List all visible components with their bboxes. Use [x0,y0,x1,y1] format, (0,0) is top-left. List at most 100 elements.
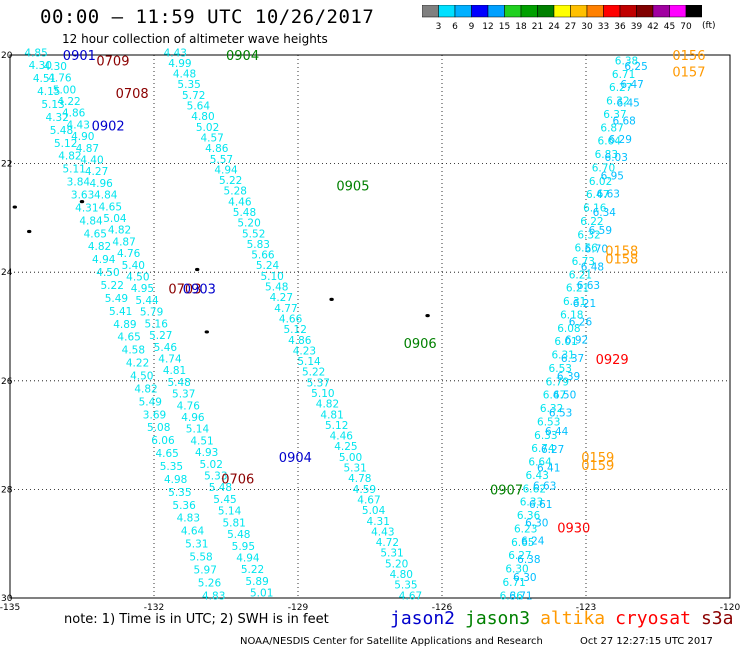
wave-height-value: 6.59 [589,225,612,237]
legend-s3a: s3a [700,608,734,629]
wave-height-value: 5.37 [307,377,330,389]
wave-height-value: 6.22 [580,216,603,228]
wave-height-value: 4.25 [334,441,357,453]
wave-height-value: 5.22 [241,564,264,576]
wave-height-value: 6.44 [545,426,569,438]
wave-height-value: 6.29 [609,134,632,146]
legend-altika: altika [540,608,606,629]
wave-height-value: 5.12 [325,420,348,432]
pass-time-label: 0708 [116,87,149,102]
wave-height-value: 6.02 [589,176,612,188]
wave-height-value: 6.39 [557,371,580,383]
wave-height-value: 6.68 [612,116,635,128]
wave-height-value: 5.14 [218,506,242,518]
wave-height-value: 6.08 [557,323,580,335]
wave-height-value: 6.53 [537,416,560,428]
wave-height-value: 4.90 [71,131,94,143]
wave-height-value: 6.31 [551,350,574,362]
wave-height-value: 4.40 [80,154,103,166]
wave-height-value: 6.64 [598,136,622,148]
wave-height-value: 6.38 [615,55,638,67]
wave-height-value: 4.86 [205,143,229,155]
wave-height-value: 5.45 [213,494,236,506]
wave-height-value: 5.64 [187,101,211,113]
island [12,205,17,209]
wave-height-value: 6.70 [585,243,608,255]
legend-cryosat: cryosat [615,608,691,629]
island [27,229,32,234]
wave-height-value: 4.65 [117,332,140,344]
wave-height-value: 5.10 [260,271,283,283]
wave-height-value: 5.31 [380,548,403,560]
wave-height-value: 4.82 [108,225,131,237]
wave-height-value: 6.71 [502,577,525,589]
wave-height-value: 6.30 [525,517,548,529]
pass-time-label: 0930 [557,521,590,536]
x-tick-label: -123 [576,603,596,610]
wave-height-value: 4.51 [190,435,213,447]
wave-height-value: 6.73 [572,256,595,268]
island [204,330,209,334]
wave-height-value: 6.37 [561,353,584,365]
wave-height-value: 4.82 [58,151,81,163]
wave-height-value: 6.24 [521,536,545,548]
wave-height-value: 4.86 [62,108,86,120]
wave-height-value: 4.83 [177,513,200,525]
wave-height-value: 6.01 [554,336,577,348]
wave-height-value: 5.24 [256,260,280,272]
wave-height-value: 4.94 [236,552,260,564]
wave-height-value: 4.99 [168,58,191,70]
legend-jason3: jason3 [465,608,531,629]
wave-height-value: 5.37 [172,389,195,401]
wave-height-value: 6.36 [517,510,541,522]
wave-height-value: 6.36 [500,590,524,602]
wave-height-value: 6.03 [605,152,628,164]
wave-height-value: 5.48 [227,529,250,541]
wave-height-value: 4.85 [24,47,47,59]
pass-time-label: 0709 [96,54,129,69]
pass-time-label: 0703 [168,282,201,297]
pass-time-label: 0901 [63,49,96,64]
wave-height-value: 6.47 [543,390,566,402]
wave-height-value: 5.11 [62,164,85,176]
wave-height-value: 5.27 [149,330,172,342]
generated-timestamp: Oct 27 12:27:15 UTC 2017 [580,636,713,647]
wave-height-value: 6.95 [601,170,624,182]
colorbar-label: 6 [452,22,458,32]
wave-height-value: 5.48 [209,482,232,494]
wave-height-value: 5.72 [182,90,205,102]
units-label: (ft) [702,21,716,31]
wave-height-value: 5.57 [210,154,233,166]
credit-line: NOAA/NESDIS Center for Satellite Applica… [240,636,543,647]
colorbar-label: 24 [548,22,560,32]
wave-height-value: 5.22 [219,175,242,187]
wave-height-value: 6.32 [606,96,629,108]
wave-height-value: 6.43 [526,470,549,482]
wave-height-value: 4.30 [44,61,67,73]
wave-height-value: 5.02 [196,122,219,134]
wave-height-value: 4.50 [130,370,153,382]
wave-height-value: 5.52 [242,228,265,240]
wave-height-value: 5.48 [167,377,190,389]
pass-time-label: 0158 [605,244,638,259]
wave-height-value: 4.76 [48,73,72,85]
wave-height-value: 5.13 [41,99,64,111]
wave-height-value: 6.47 [620,79,643,91]
wave-height-value: 5.97 [194,564,217,576]
wave-height-value: 5.35 [394,580,417,592]
pass-time-label: 0156 [672,49,705,64]
legend-jason2: jason2 [390,608,456,629]
wave-height-value: 6.23 [514,523,537,535]
wave-height-value: 5.14 [186,424,210,436]
wave-height-value: 4.76 [117,248,141,260]
map-frame [9,54,731,599]
wave-height-value: 6.47 [586,189,609,201]
pass-time-label: 0929 [596,353,629,368]
wave-height-value: 6.63 [577,280,600,292]
pass-time-label: 0904 [279,451,312,466]
pass-time-label: 0906 [404,337,437,352]
wave-height-value: 5.83 [247,239,270,251]
wave-height-value: 4.82 [316,399,339,411]
wave-height-value: 6.25 [624,61,647,73]
wave-height-value: 4.65 [84,228,107,240]
